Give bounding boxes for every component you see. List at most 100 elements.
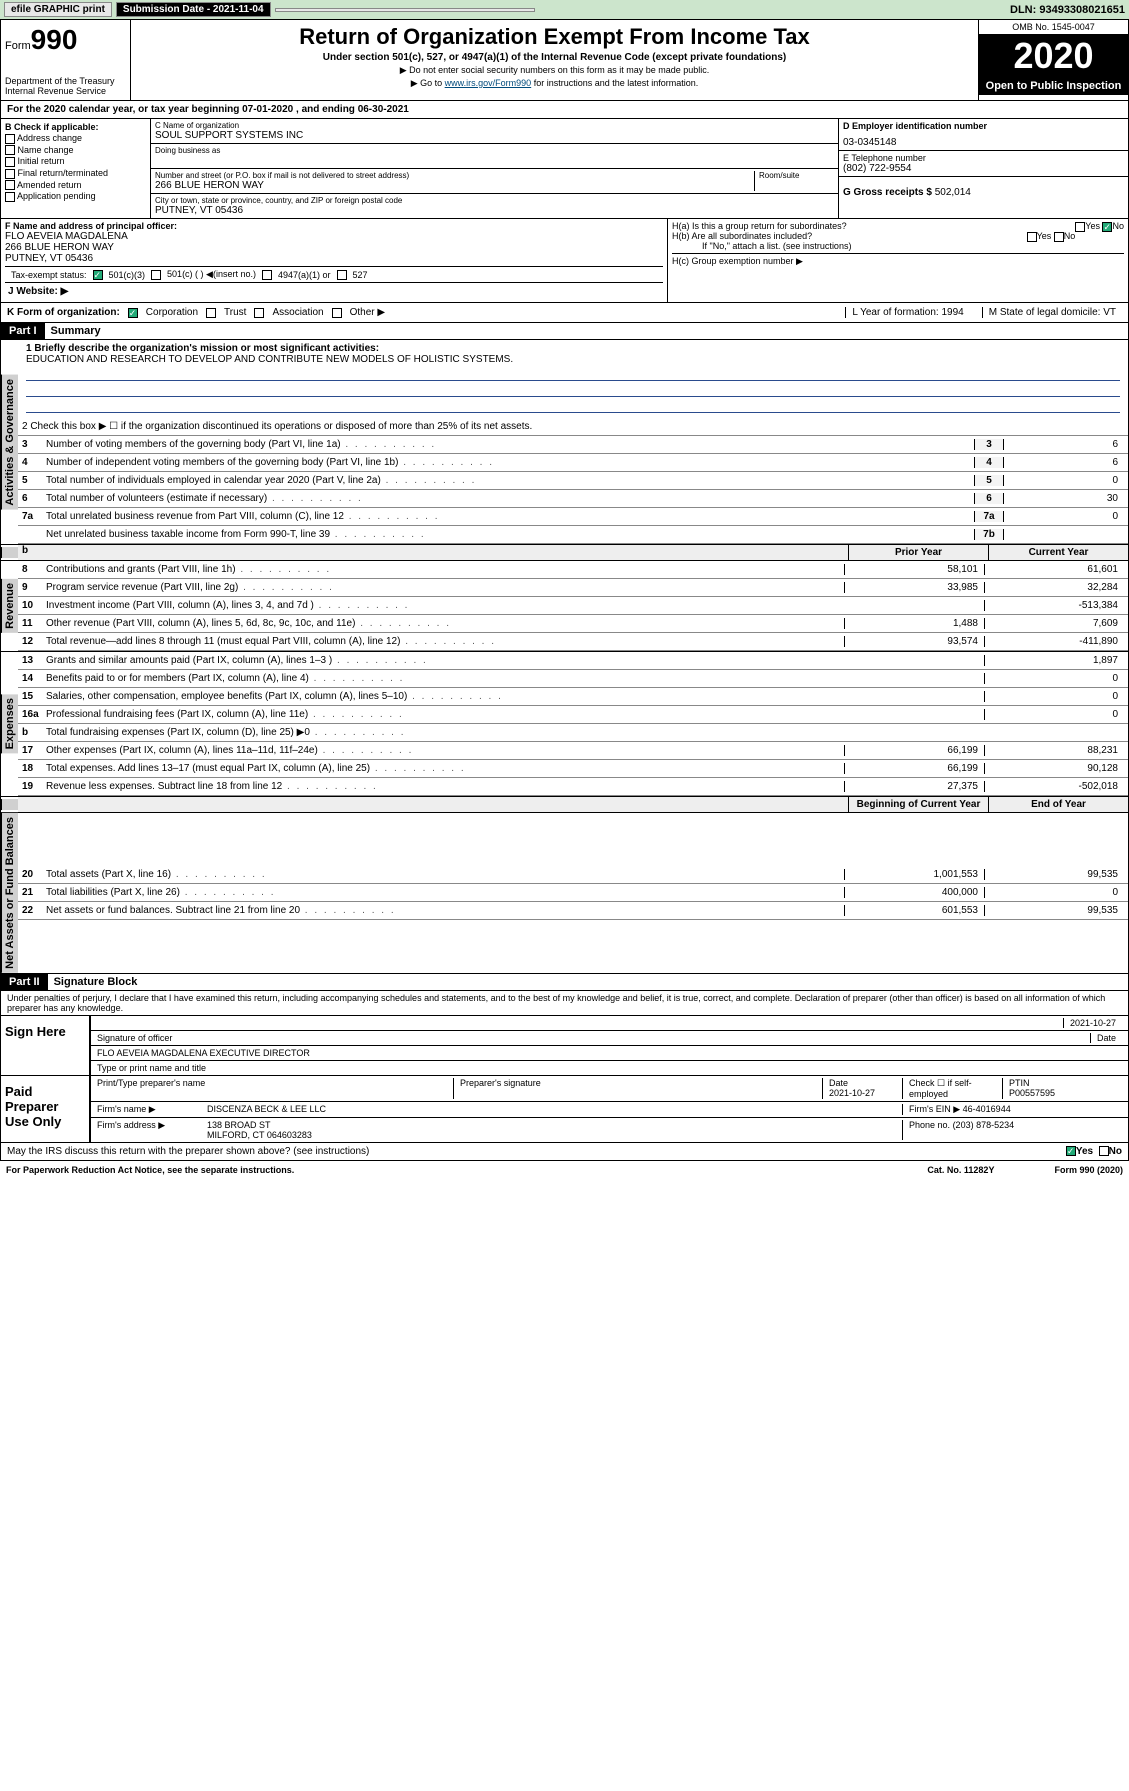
data-line: 16aProfessional fundraising fees (Part I… bbox=[18, 706, 1128, 724]
gov-line: 6Total number of volunteers (estimate if… bbox=[18, 490, 1128, 508]
city: PUTNEY, VT 05436 bbox=[155, 205, 834, 216]
section-fh: F Name and address of principal officer:… bbox=[0, 219, 1129, 303]
data-line: 21Total liabilities (Part X, line 26) 40… bbox=[18, 884, 1128, 902]
check-address[interactable]: Address change bbox=[5, 133, 146, 144]
officer-label: F Name and address of principal officer: bbox=[5, 221, 177, 231]
gross-value: 502,014 bbox=[935, 187, 971, 198]
org-name: SOUL SUPPORT SYSTEMS INC bbox=[155, 130, 834, 141]
check-initial[interactable]: Initial return bbox=[5, 156, 146, 167]
check-final[interactable]: Final return/terminated bbox=[5, 168, 146, 179]
firm-addr: 138 BROAD ST bbox=[207, 1120, 271, 1130]
sig-date: 2021-10-27 bbox=[1070, 1018, 1116, 1028]
street: 266 BLUE HERON WAY bbox=[155, 180, 754, 191]
data-line: 13Grants and similar amounts paid (Part … bbox=[18, 652, 1128, 670]
prep-name-label: Print/Type preparer's name bbox=[97, 1078, 453, 1099]
phone-value: (802) 722-9554 bbox=[843, 163, 1124, 174]
irs-link[interactable]: www.irs.gov/Form990 bbox=[445, 78, 532, 88]
sidebar-netassets: Net Assets or Fund Balances bbox=[1, 813, 18, 973]
officer-typed: FLO AEVEIA MAGDALENA EXECUTIVE DIRECTOR bbox=[97, 1048, 310, 1058]
omb-number: OMB No. 1545-0047 bbox=[979, 20, 1128, 35]
efile-badge: efile GRAPHIC print bbox=[4, 2, 112, 17]
data-line: 9Program service revenue (Part VIII, lin… bbox=[18, 579, 1128, 597]
part1-header: Part I bbox=[1, 323, 45, 339]
col-prior: Prior Year bbox=[848, 545, 988, 560]
website-label: J Website: ▶ bbox=[8, 286, 68, 297]
sidebar-revenue: Revenue bbox=[1, 579, 18, 633]
hb-label: H(b) Are all subordinates included? Yes … bbox=[672, 231, 1124, 241]
briefly-label: 1 Briefly describe the organization's mi… bbox=[26, 343, 379, 354]
dln: DLN: 93493308021651 bbox=[1010, 4, 1125, 16]
form-label: Form990 bbox=[5, 24, 126, 56]
hc-label: H(c) Group exemption number ▶ bbox=[672, 253, 1124, 267]
prep-phone: (203) 878-5234 bbox=[953, 1120, 1015, 1130]
check-501c[interactable] bbox=[151, 270, 161, 280]
ein-value: 03-0345148 bbox=[843, 137, 1124, 148]
data-line: 11Other revenue (Part VIII, column (A), … bbox=[18, 615, 1128, 633]
section-bcd: B Check if applicable: Address change Na… bbox=[0, 119, 1129, 219]
officer-street: 266 BLUE HERON WAY bbox=[5, 242, 663, 253]
footer-mid: Cat. No. 11282Y bbox=[927, 1165, 994, 1175]
gov-line: 4Number of independent voting members of… bbox=[18, 454, 1128, 472]
check-527[interactable] bbox=[337, 270, 347, 280]
discuss-no[interactable] bbox=[1099, 1146, 1109, 1156]
tax-period: For the 2020 calendar year, or tax year … bbox=[1, 101, 415, 118]
phone-label: E Telephone number bbox=[843, 153, 1124, 163]
data-line: 8Contributions and grants (Part VIII, li… bbox=[18, 561, 1128, 579]
prep-date: 2021-10-27 bbox=[829, 1088, 875, 1098]
dept-treasury: Department of the Treasury Internal Reve… bbox=[5, 76, 126, 96]
top-bar: efile GRAPHIC print Submission Date - 20… bbox=[0, 0, 1129, 19]
mission-text: EDUCATION AND RESEARCH TO DEVELOP AND CO… bbox=[26, 354, 1120, 365]
type-label: Type or print name and title bbox=[97, 1063, 206, 1073]
data-line: 19Revenue less expenses. Subtract line 1… bbox=[18, 778, 1128, 796]
check-501c3[interactable] bbox=[93, 270, 103, 280]
ptin: P00557595 bbox=[1009, 1088, 1055, 1098]
form-title: Return of Organization Exempt From Incom… bbox=[139, 24, 970, 50]
data-line: 14Benefits paid to or for members (Part … bbox=[18, 670, 1128, 688]
spacer bbox=[275, 8, 535, 12]
open-inspection: Open to Public Inspection bbox=[979, 77, 1128, 95]
check-amended[interactable]: Amended return bbox=[5, 180, 146, 191]
gross-label: G Gross receipts $ bbox=[843, 187, 932, 198]
discuss-label: May the IRS discuss this return with the… bbox=[7, 1146, 1066, 1157]
sidebar-spacer2 bbox=[1, 799, 18, 810]
firm-ein: 46-4016944 bbox=[963, 1104, 1011, 1114]
check-4947[interactable] bbox=[262, 270, 272, 280]
box-b-label: B Check if applicable: bbox=[5, 122, 146, 132]
gov-line: 5Total number of individuals employed in… bbox=[18, 472, 1128, 490]
discuss-yes[interactable] bbox=[1066, 1146, 1076, 1156]
prep-sig-label: Preparer's signature bbox=[453, 1078, 822, 1099]
check-application[interactable]: Application pending bbox=[5, 191, 146, 202]
declaration: Under penalties of perjury, I declare th… bbox=[0, 991, 1129, 1016]
data-line: 22Net assets or fund balances. Subtract … bbox=[18, 902, 1128, 920]
dba-label: Doing business as bbox=[155, 146, 834, 155]
col-b: b bbox=[18, 545, 848, 560]
state-domicile: M State of legal domicile: VT bbox=[982, 307, 1122, 318]
check-trust[interactable] bbox=[206, 308, 216, 318]
data-line: 10Investment income (Part VIII, column (… bbox=[18, 597, 1128, 615]
officer-name: FLO AEVEIA MAGDALENA bbox=[5, 231, 663, 242]
self-employed: Check ☐ if self-employed bbox=[902, 1078, 1002, 1099]
room-label: Room/suite bbox=[759, 171, 834, 180]
col-begin: Beginning of Current Year bbox=[848, 797, 988, 812]
check-name[interactable]: Name change bbox=[5, 145, 146, 156]
ein-label: D Employer identification number bbox=[843, 121, 1124, 131]
data-line: 18Total expenses. Add lines 13–17 (must … bbox=[18, 760, 1128, 778]
ha-label: H(a) Is this a group return for subordin… bbox=[672, 221, 1124, 231]
footer-right: Form 990 (2020) bbox=[1054, 1165, 1123, 1175]
sidebar-governance: Activities & Governance bbox=[1, 375, 18, 510]
data-line: 12Total revenue—add lines 8 through 11 (… bbox=[18, 633, 1128, 651]
data-line: 17Other expenses (Part IX, column (A), l… bbox=[18, 742, 1128, 760]
data-line: 20Total assets (Part X, line 16) 1,001,5… bbox=[18, 866, 1128, 884]
sig-officer-label: Signature of officer bbox=[97, 1033, 1090, 1043]
date-label: Date bbox=[1090, 1033, 1122, 1043]
firm-name: DISCENZA BECK & LEE LLC bbox=[207, 1104, 902, 1115]
check-corp[interactable] bbox=[128, 308, 138, 318]
data-line: bTotal fundraising expenses (Part IX, co… bbox=[18, 724, 1128, 742]
firm-city: MILFORD, CT 064603283 bbox=[207, 1130, 312, 1140]
note-ssn: ▶ Do not enter social security numbers o… bbox=[139, 65, 970, 76]
firm-addr-label: Firm's address ▶ bbox=[97, 1120, 207, 1140]
tax-exempt-label: Tax-exempt status: bbox=[11, 270, 87, 280]
gov-line: 3Number of voting members of the governi… bbox=[18, 436, 1128, 454]
check-other[interactable] bbox=[332, 308, 342, 318]
check-assoc[interactable] bbox=[254, 308, 264, 318]
